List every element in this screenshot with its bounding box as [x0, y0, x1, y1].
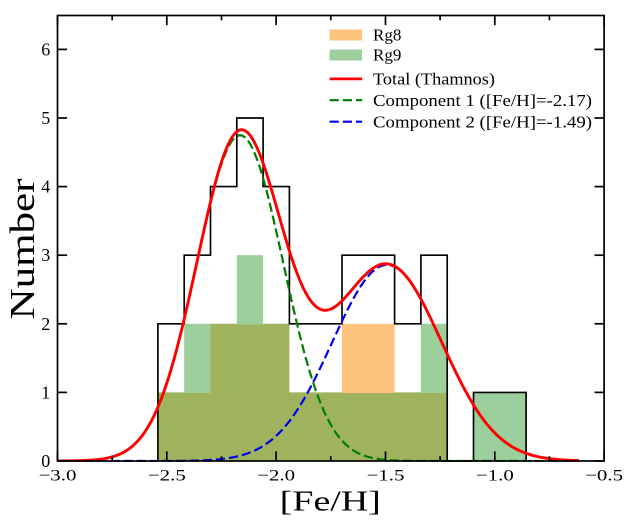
svg-text:3: 3: [41, 245, 50, 265]
svg-text:2: 2: [41, 314, 50, 334]
svg-text:−2.0: −2.0: [257, 467, 295, 484]
svg-text:Component 2 ([Fe/H]=-1.49): Component 2 ([Fe/H]=-1.49): [373, 112, 592, 131]
svg-text:[Fe/H]: [Fe/H]: [280, 487, 381, 518]
svg-text:−0.5: −0.5: [585, 467, 623, 484]
svg-text:−2.5: −2.5: [148, 467, 186, 484]
svg-text:4: 4: [41, 177, 50, 197]
svg-text:Number: Number: [3, 178, 42, 319]
svg-text:5: 5: [41, 108, 50, 128]
svg-text:Total (Thamnos): Total (Thamnos): [373, 70, 495, 89]
svg-text:−1.5: −1.5: [367, 467, 405, 484]
svg-text:Rg8: Rg8: [373, 26, 401, 45]
svg-text:0: 0: [41, 451, 50, 471]
svg-text:Rg9: Rg9: [373, 46, 401, 65]
svg-text:1: 1: [41, 382, 50, 402]
svg-text:−3.0: −3.0: [39, 467, 77, 484]
svg-text:Component 1 ([Fe/H]=-2.17): Component 1 ([Fe/H]=-2.17): [373, 91, 592, 110]
svg-text:6: 6: [41, 39, 50, 59]
svg-text:−1.0: −1.0: [476, 467, 514, 484]
